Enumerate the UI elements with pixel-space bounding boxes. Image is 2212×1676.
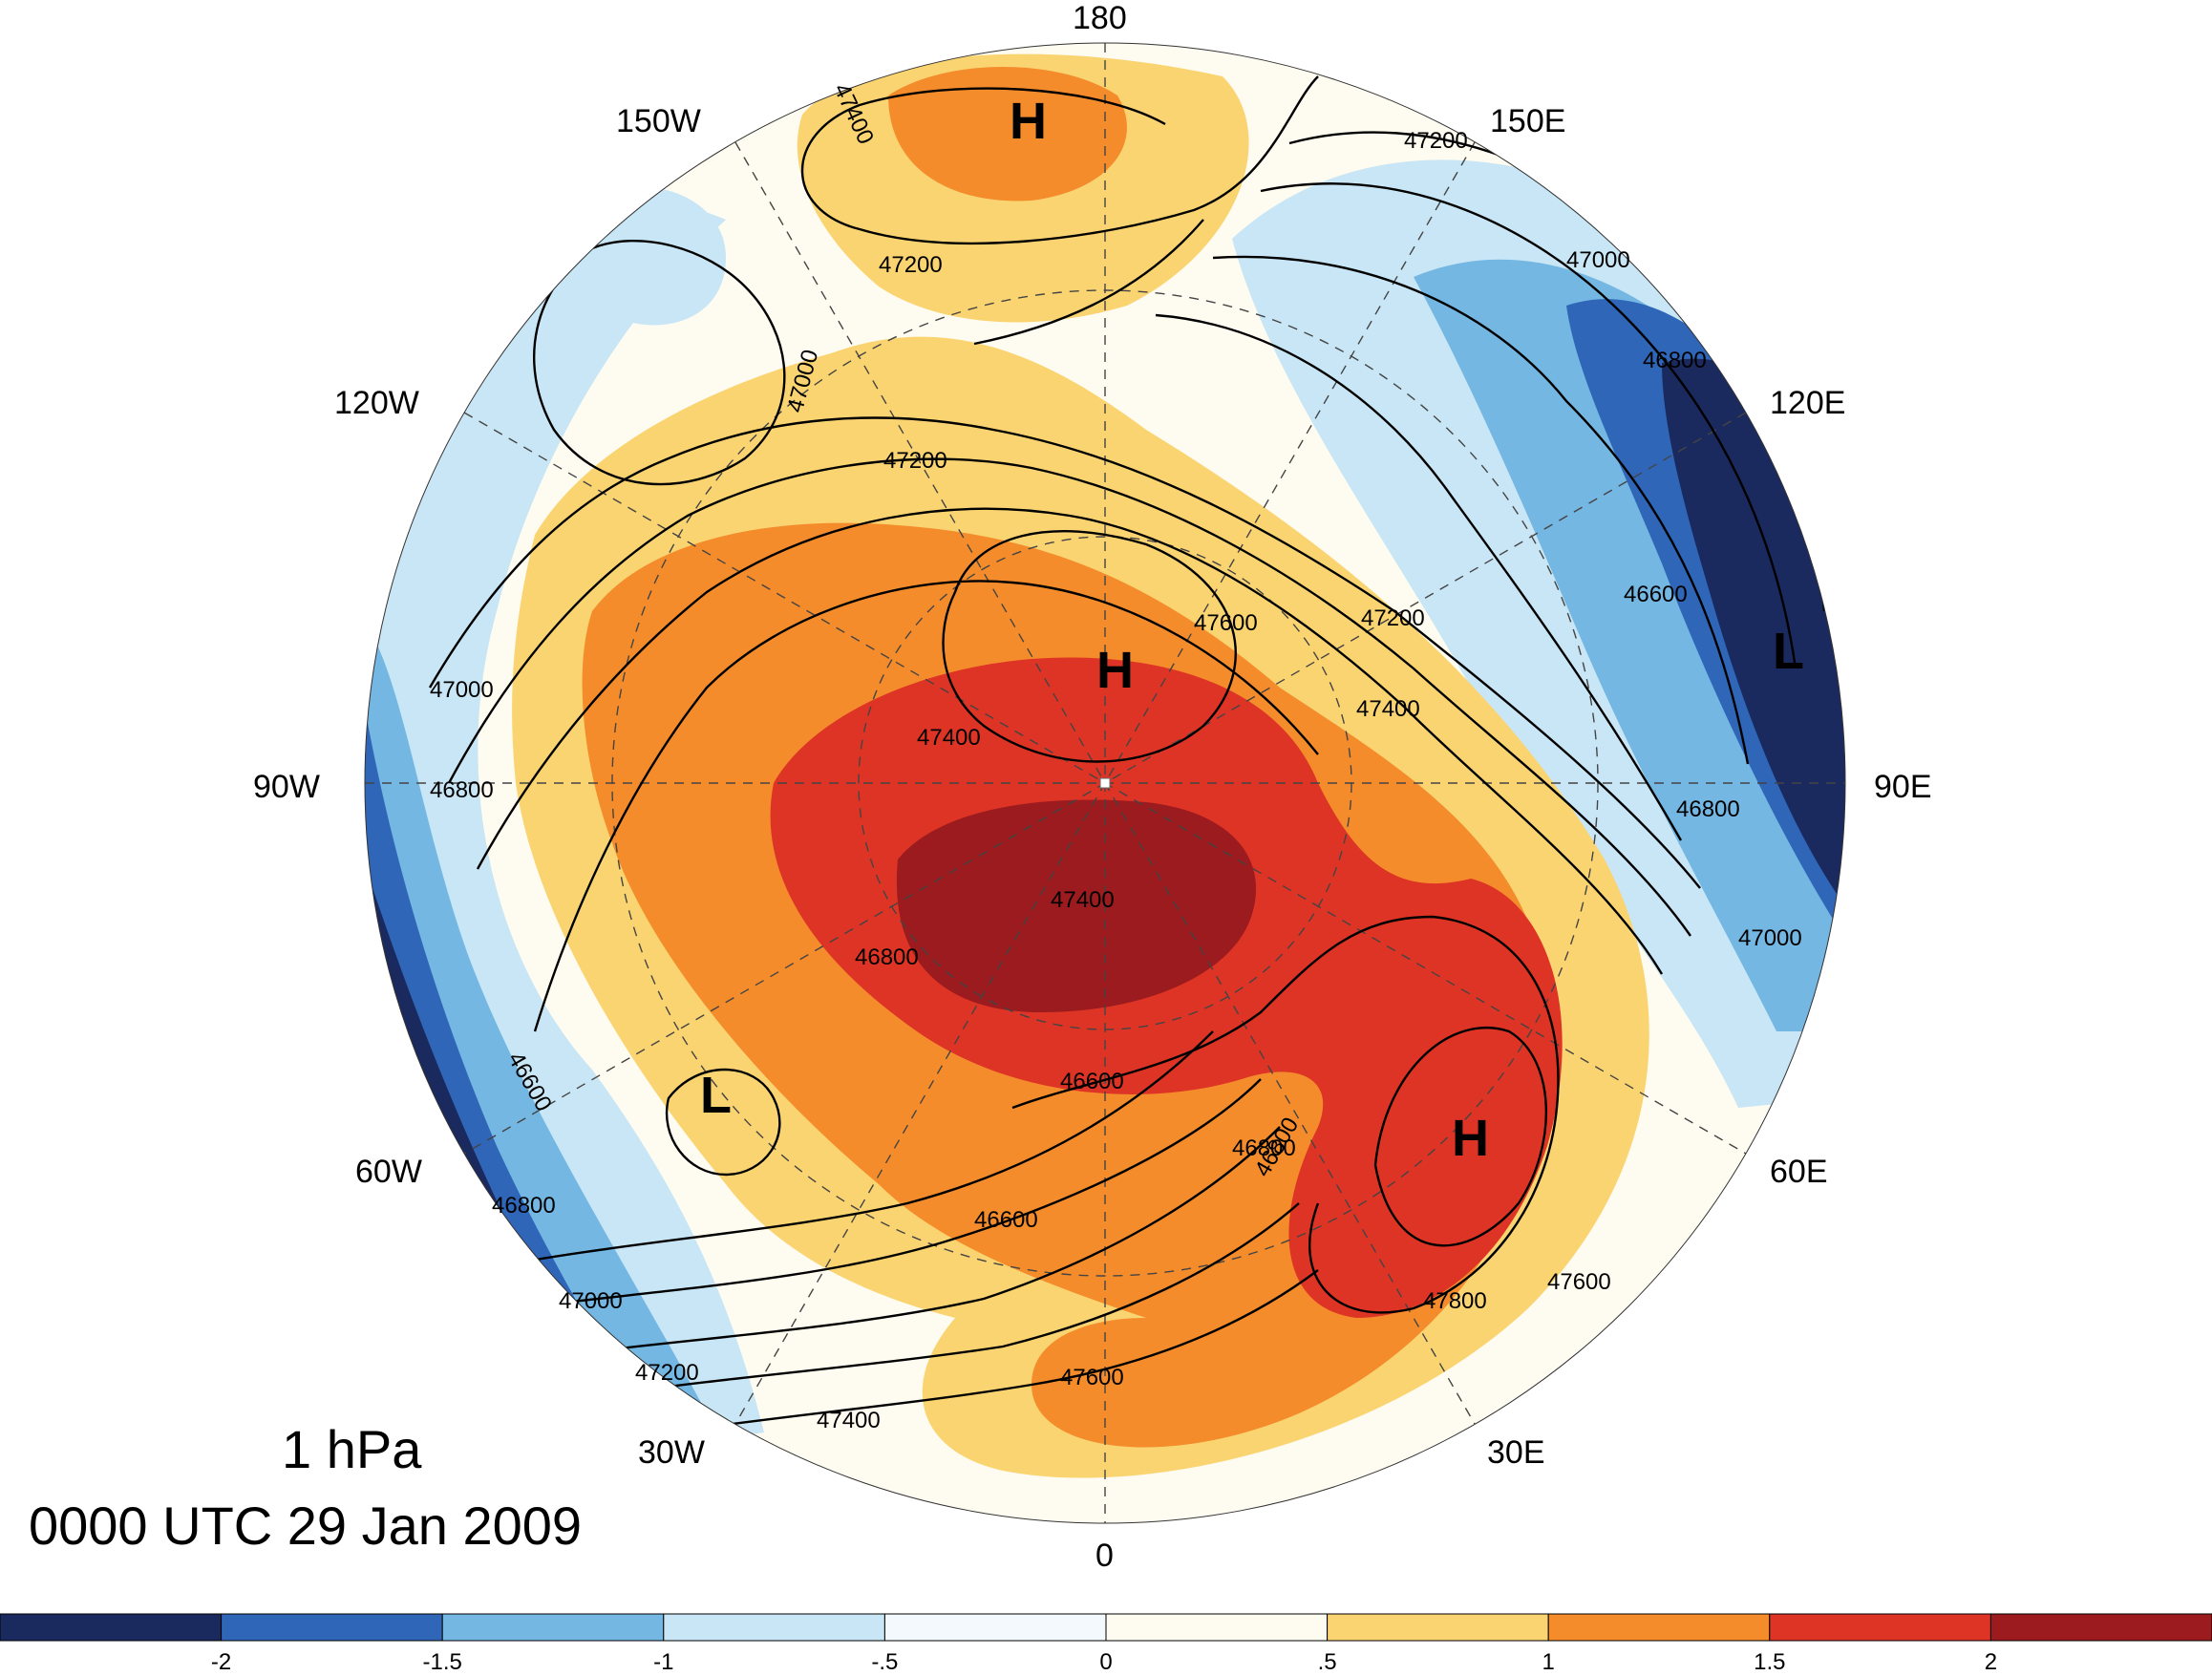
colorbar [0,1613,2212,1642]
longitude-label-60w: 60W [355,1154,422,1190]
colorbar-swatch [883,1613,1107,1642]
high-center-label: H [1010,93,1047,150]
pressure-level-title: 1 hPa [282,1419,422,1479]
contour-label: 46600 [974,1207,1038,1233]
contour-label: 47200 [883,448,947,474]
longitude-label-120w: 120W [334,385,419,421]
colorbar-tick-label: -2 [210,1649,232,1675]
colorbar-tick-label: 2 [1984,1649,1998,1675]
geopotential-contours [428,75,1826,1434]
longitude-label-180: 180 [1073,0,1127,36]
contour-label: 47400 [1051,887,1115,913]
longitude-label-30e: 30E [1487,1434,1545,1471]
colorbar-tick-label: 1.5 [1754,1649,1786,1675]
colorbar-tick-label: -.5 [871,1649,899,1675]
colorbar-tick-label: 1 [1542,1649,1555,1675]
contour-label: 46800 [1643,348,1707,373]
colorbar-swatch [1105,1613,1329,1642]
contour-label: 47800 [1423,1288,1487,1314]
longitude-label-150w: 150W [616,103,701,139]
longitude-label-90e: 90E [1874,769,1932,805]
contour-label: 47400 [817,1408,881,1433]
contour-label: 47400 [1356,696,1420,722]
contour-label: 47600 [1060,1365,1124,1390]
longitude-label-150e: 150E [1490,103,1566,139]
contour-label: 46600 [1624,582,1688,607]
colorbar-swatch [1327,1613,1549,1642]
map-boundary [364,42,1846,1524]
shading-band [896,799,1257,1012]
longitude-label-90w: 90W [253,769,320,805]
pressure-centers: H H H L L [700,93,1804,1167]
contour-label: 47000 [1738,925,1802,951]
contour-label: 46800 [1676,796,1740,822]
valid-time-title: 0000 UTC 29 Jan 2009 [29,1496,583,1556]
longitude-label-30w: 30W [638,1434,705,1471]
high-center-label: H [1452,1110,1489,1167]
contour-label: 47600 [1194,610,1258,636]
contour-label: 47600 [1547,1269,1611,1295]
pole-marker [1099,777,1111,789]
colorbar-tick-label: 0 [1099,1649,1113,1675]
colorbar-swatch [1547,1613,1771,1642]
colorbar-swatch [1989,1613,2212,1642]
colorbar-swatch [663,1613,885,1642]
shading-band [888,67,1127,202]
contour-label: 47200 [1404,128,1468,154]
longitude-label-0: 0 [1095,1538,1114,1574]
colorbar-swatch [441,1613,665,1642]
contour-label: 46800 [492,1193,556,1219]
low-center-label: L [700,1067,732,1124]
contour-label: 47200 [879,252,943,278]
colorbar-swatch [0,1613,223,1642]
contour-label: 47200 [635,1360,699,1386]
low-center-label: L [1773,623,1804,680]
contour-label: 46600 [1060,1069,1124,1094]
contour-label: 46800 [855,944,919,970]
high-center-label: H [1096,642,1134,699]
contour-label: 47000 [430,677,494,703]
longitude-label-60e: 60E [1770,1154,1828,1190]
longitude-label-120e: 120E [1770,385,1846,421]
colorbar-tick-label: .5 [1317,1649,1337,1675]
contour-label: 46800 [430,777,494,803]
contour-label: 46800 [1232,1135,1296,1161]
colorbar-swatch [1769,1613,1991,1642]
colorbar-tick-label: -1.5 [422,1649,462,1675]
contour-label: 47400 [917,725,981,751]
colorbar-swatch [221,1613,443,1642]
contour-label: 47000 [559,1288,623,1314]
contour-label: 47200 [1361,605,1425,631]
contour-label: 47000 [1566,247,1630,273]
colorbar-tick-label: -1 [653,1649,674,1675]
